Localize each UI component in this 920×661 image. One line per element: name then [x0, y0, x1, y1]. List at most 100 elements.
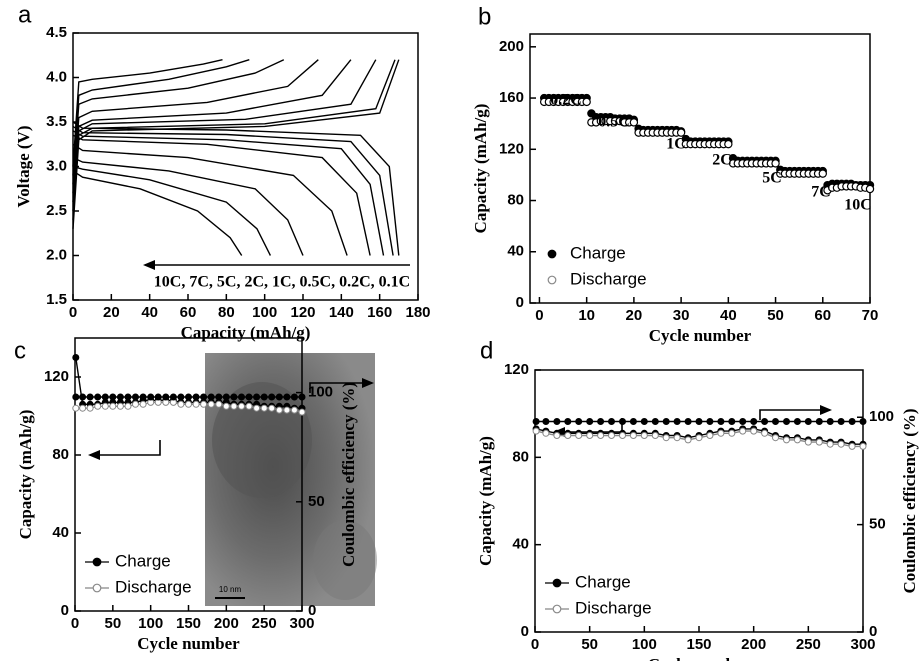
y-tick-label: 4.0 — [46, 68, 67, 85]
rate-annotation: 10C, 7C, 5C, 2C, 1C, 0.5C, 0.2C, 0.1C — [154, 274, 410, 291]
y-tick-label: 3.0 — [46, 157, 67, 174]
legend-item: Discharge — [545, 598, 652, 617]
rate-label: 0.5C — [598, 114, 630, 131]
x-tick-label: 0 — [535, 307, 543, 324]
y-tick-label: 1.5 — [46, 291, 67, 308]
series-line — [72, 59, 377, 212]
series-line — [72, 156, 304, 256]
data-point — [724, 139, 733, 149]
y-tick-label: 40 — [507, 243, 524, 260]
rate-label: 0.2C — [550, 92, 582, 109]
data-point — [818, 169, 827, 178]
data-point — [865, 184, 875, 194]
x-tick-label: 200 — [214, 615, 239, 632]
x-tick-label: 150 — [686, 636, 711, 653]
rate-label: 5C — [762, 170, 782, 187]
legend-label: Charge — [570, 243, 626, 262]
rate-label: 10C — [844, 197, 872, 214]
x-tick-label: 60 — [814, 307, 831, 324]
x-tick-label: 50 — [104, 615, 121, 632]
data-point — [582, 97, 591, 107]
y-tick-label: 0 — [521, 623, 529, 640]
y-tick-label: 120 — [504, 361, 529, 378]
x-tick-label: 0 — [69, 304, 77, 321]
series-line — [72, 121, 400, 256]
y-tick-label: 40 — [52, 524, 69, 541]
y2-tick-label: 0 — [308, 602, 316, 619]
scale-bar-label: 10 nm — [219, 585, 242, 594]
x-tick-label: 100 — [632, 636, 657, 653]
x-axis-label: Cycle number — [649, 326, 752, 345]
x-tick-label: 0 — [71, 615, 79, 632]
x-tick-label: 300 — [850, 636, 875, 653]
series-line — [72, 59, 400, 229]
rate-label: 2C — [712, 152, 732, 169]
y-tick-label: 80 — [512, 448, 529, 465]
x-tick-label: 20 — [103, 304, 120, 321]
legend-item: Charge — [85, 551, 171, 570]
legend-label: Discharge — [570, 269, 647, 288]
y2-tick-label: 50 — [869, 516, 886, 533]
y-axis-label: Voltage (V) — [14, 126, 33, 208]
legend-marker — [92, 583, 102, 593]
data-point — [629, 118, 639, 127]
x-tick-label: 50 — [581, 636, 598, 653]
x-tick-label: 80 — [218, 304, 235, 321]
panel-letter: a — [18, 1, 32, 28]
series-line — [72, 398, 306, 416]
y-tick-label: 200 — [499, 38, 524, 55]
x-axis-label: Cycle number — [648, 655, 751, 661]
y-tick-label: 4.5 — [46, 24, 67, 41]
y-tick-label: 2.5 — [46, 202, 67, 219]
x-tick-label: 100 — [138, 615, 163, 632]
y-tick-label: 80 — [507, 191, 524, 208]
x-tick-label: 40 — [720, 307, 737, 324]
series-line — [72, 125, 394, 256]
x-tick-label: 60 — [180, 304, 197, 321]
y-tick-label: 160 — [499, 89, 524, 106]
legend-item: Charge — [545, 572, 631, 591]
series-line — [72, 165, 272, 256]
y-tick-label: 2.0 — [46, 246, 67, 263]
plot-frame — [529, 33, 871, 304]
y-tick-label: 80 — [52, 446, 69, 463]
series-line — [72, 59, 223, 167]
x-tick-label: 20 — [626, 307, 643, 324]
x-tick-label: 10 — [578, 307, 595, 324]
legend-item: Charge — [547, 243, 626, 262]
rate-label: 1C — [666, 136, 686, 153]
y2-tick-label: 100 — [308, 384, 333, 401]
legend-marker — [547, 249, 557, 259]
legend-item: Discharge — [547, 269, 647, 288]
legend-marker — [552, 578, 562, 588]
x-tick-label: 100 — [252, 304, 277, 321]
y2-tick-label: 100 — [869, 408, 894, 425]
series-line — [72, 59, 250, 176]
y-axis-label: Capacity (mAh/g) — [476, 436, 495, 566]
legend-label: Discharge — [115, 577, 192, 596]
legend-marker — [92, 557, 102, 567]
panel-letter: b — [478, 3, 491, 30]
x-tick-label: 200 — [741, 636, 766, 653]
y-tick-label: 0 — [516, 294, 524, 311]
y-axis-label: Capacity (mAh/g) — [16, 410, 35, 540]
x-tick-label: 30 — [673, 307, 690, 324]
y2-axis-label: Coulombic efficiency (%) — [900, 408, 919, 593]
y-tick-label: 0 — [61, 602, 69, 619]
panel-letter: c — [14, 337, 26, 364]
x-tick-label: 160 — [367, 304, 392, 321]
y2-axis-label: Coulombic efficiency (%) — [339, 382, 358, 567]
y2-tick-label: 50 — [308, 493, 325, 510]
y2-tick-label: 0 — [869, 623, 877, 640]
y-axis-label: Capacity (mAh/g) — [471, 104, 490, 234]
x-tick-label: 150 — [176, 615, 201, 632]
x-tick-label: 70 — [862, 307, 879, 324]
legend-marker — [552, 604, 562, 614]
legend-marker — [547, 275, 557, 285]
y-tick-label: 3.5 — [46, 113, 67, 130]
legend-label: Charge — [575, 572, 631, 591]
x-tick-label: 140 — [329, 304, 354, 321]
data-point — [676, 128, 686, 137]
legend-label: Charge — [115, 551, 171, 570]
y-tick-label: 40 — [512, 536, 529, 553]
